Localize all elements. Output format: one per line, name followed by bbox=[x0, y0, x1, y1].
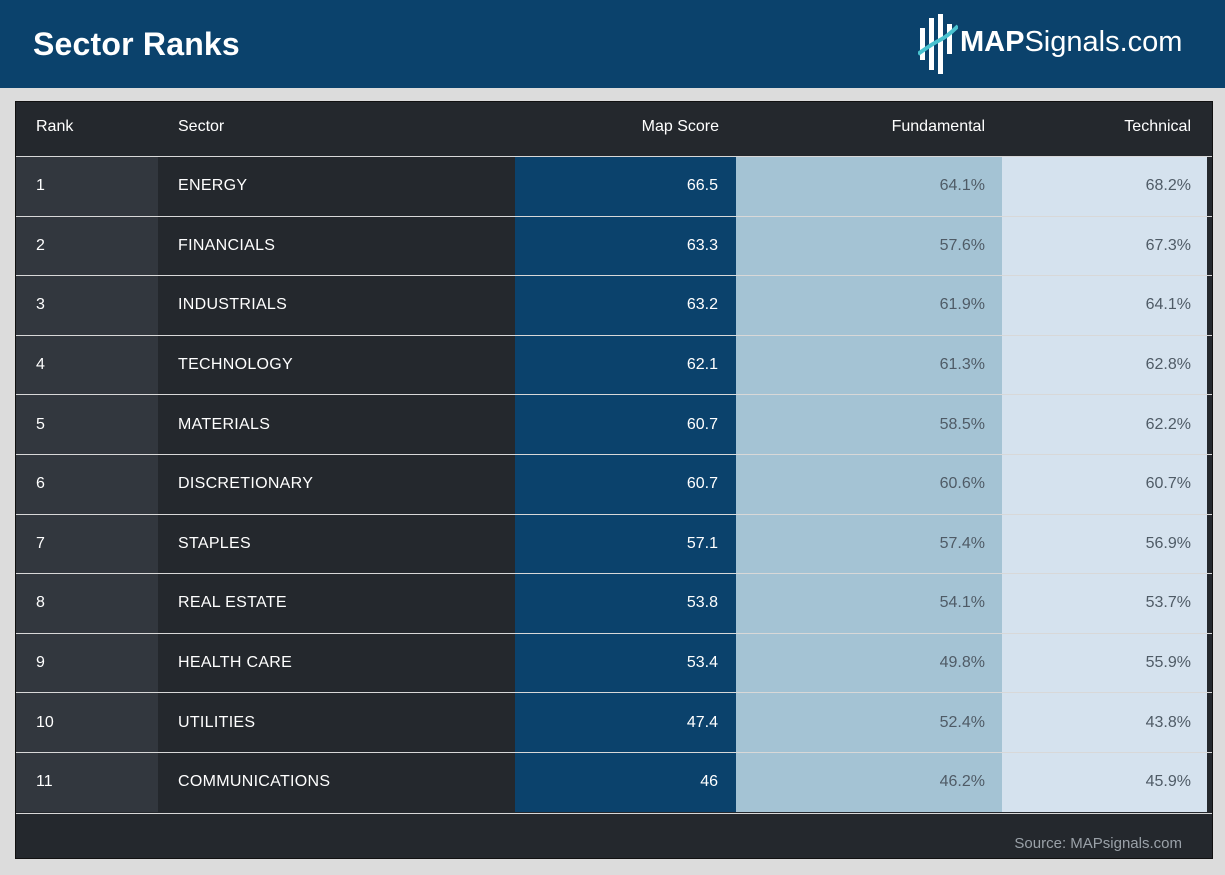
logo-bars-icon bbox=[918, 14, 958, 74]
sector-cell: STAPLES bbox=[158, 514, 515, 574]
rank-cell: 3 bbox=[16, 276, 158, 335]
fundamental-cell: 58.5% bbox=[736, 395, 1002, 454]
sector-cell: UTILITIES bbox=[158, 693, 515, 752]
column-header-rank: Rank bbox=[36, 118, 74, 135]
technical-cell: 53.7% bbox=[1002, 574, 1207, 633]
technical-cell: 67.3% bbox=[1002, 216, 1207, 276]
column-header-technical: Technical bbox=[1124, 118, 1191, 135]
rank-cell: 2 bbox=[16, 216, 158, 276]
rank-cell: 5 bbox=[16, 395, 158, 454]
column-header-map-score: Map Score bbox=[641, 118, 719, 135]
sector-cell: REAL ESTATE bbox=[158, 574, 515, 633]
column-header-fundamental: Fundamental bbox=[891, 118, 985, 135]
map-score-cell: 60.7 bbox=[515, 454, 736, 514]
technical-cell: 62.8% bbox=[1002, 335, 1207, 395]
fundamental-cell: 54.1% bbox=[736, 574, 1002, 633]
table-row: 7 STAPLES 57.1 57.4% 56.9% bbox=[16, 513, 1212, 574]
map-score-cell: 63.3 bbox=[515, 216, 736, 276]
map-score-cell: 62.1 bbox=[515, 335, 736, 395]
fundamental-cell: 61.3% bbox=[736, 335, 1002, 395]
sector-cell: INDUSTRIALS bbox=[158, 276, 515, 335]
sector-ranks-table: Rank Sector Map Score Fundamental Techni… bbox=[15, 101, 1213, 859]
sector-cell: MATERIALS bbox=[158, 395, 515, 454]
technical-cell: 68.2% bbox=[1002, 157, 1207, 216]
fundamental-cell: 52.4% bbox=[736, 693, 1002, 752]
rank-cell: 9 bbox=[16, 633, 158, 693]
fundamental-cell: 49.8% bbox=[736, 633, 1002, 693]
rank-cell: 8 bbox=[16, 574, 158, 633]
sector-cell: DISCRETIONARY bbox=[158, 454, 515, 514]
table-row: 5 MATERIALS 60.7 58.5% 62.2% bbox=[16, 394, 1212, 454]
table-body: 1 ENERGY 66.5 64.1% 68.2% 2 FINANCIALS 63.3 57.6… bbox=[16, 156, 1212, 812]
map-score-cell: 53.8 bbox=[515, 574, 736, 633]
rank-cell: 6 bbox=[16, 454, 158, 514]
page-title: Sector Ranks bbox=[33, 26, 240, 62]
logo-text-strong: MAP bbox=[960, 26, 1025, 58]
map-score-cell: 63.2 bbox=[515, 276, 736, 335]
map-score-cell: 53.4 bbox=[515, 633, 736, 693]
map-score-cell: 66.5 bbox=[515, 157, 736, 216]
logo-text-rest: Signals.com bbox=[1024, 26, 1183, 58]
sector-cell: ENERGY bbox=[158, 157, 515, 216]
table-row: 2 FINANCIALS 63.3 57.6% 67.3% bbox=[16, 215, 1212, 276]
technical-cell: 60.7% bbox=[1002, 454, 1207, 514]
rank-cell: 4 bbox=[16, 335, 158, 395]
fundamental-cell: 57.4% bbox=[736, 514, 1002, 574]
technical-cell: 64.1% bbox=[1002, 276, 1207, 335]
map-score-cell: 60.7 bbox=[515, 395, 736, 454]
fundamental-cell: 64.1% bbox=[736, 157, 1002, 216]
fundamental-cell: 61.9% bbox=[736, 276, 1002, 335]
rank-cell: 10 bbox=[16, 693, 158, 752]
sector-cell: FINANCIALS bbox=[158, 216, 515, 276]
column-header-sector: Sector bbox=[178, 118, 225, 135]
sector-cell: TECHNOLOGY bbox=[158, 335, 515, 395]
map-score-cell: 47.4 bbox=[515, 693, 736, 752]
fundamental-cell: 46.2% bbox=[736, 752, 1002, 812]
table-row: 6 DISCRETIONARY 60.7 60.6% 60.7% bbox=[16, 453, 1212, 514]
rank-cell: 1 bbox=[16, 157, 158, 216]
fundamental-cell: 57.6% bbox=[736, 216, 1002, 276]
table-row: 10 UTILITIES 47.4 52.4% 43.8% bbox=[16, 692, 1212, 752]
map-score-cell: 46 bbox=[515, 752, 736, 812]
table-row: 4 TECHNOLOGY 62.1 61.3% 62.8% bbox=[16, 334, 1212, 395]
fundamental-cell: 60.6% bbox=[736, 454, 1002, 514]
logo-text: MAPSignals.com bbox=[960, 26, 1182, 59]
sector-cell: COMMUNICATIONS bbox=[158, 752, 515, 812]
technical-cell: 43.8% bbox=[1002, 693, 1207, 752]
table-row: 3 INDUSTRIALS 63.2 61.9% 64.1% bbox=[16, 275, 1212, 335]
source-note: Source: MAPsignals.com bbox=[1014, 835, 1182, 852]
technical-cell: 55.9% bbox=[1002, 633, 1207, 693]
table-header: Rank Sector Map Score Fundamental Techni… bbox=[16, 102, 1212, 156]
header-bar: Sector Ranks MAPSignals.com bbox=[0, 0, 1225, 88]
sector-cell: HEALTH CARE bbox=[158, 633, 515, 693]
rank-cell: 7 bbox=[16, 514, 158, 574]
technical-cell: 62.2% bbox=[1002, 395, 1207, 454]
rank-cell: 11 bbox=[16, 752, 158, 812]
table-row: 1 ENERGY 66.5 64.1% 68.2% bbox=[16, 156, 1212, 216]
table-row: 9 HEALTH CARE 53.4 49.8% 55.9% bbox=[16, 632, 1212, 693]
technical-cell: 45.9% bbox=[1002, 752, 1207, 812]
table-footer: Source: MAPsignals.com bbox=[16, 813, 1212, 858]
map-score-cell: 57.1 bbox=[515, 514, 736, 574]
table-row: 8 REAL ESTATE 53.8 54.1% 53.7% bbox=[16, 573, 1212, 633]
table-row: 11 COMMUNICATIONS 46 46.2% 45.9% bbox=[16, 751, 1212, 812]
mapsignals-logo: MAPSignals.com bbox=[918, 14, 1208, 74]
technical-cell: 56.9% bbox=[1002, 514, 1207, 574]
